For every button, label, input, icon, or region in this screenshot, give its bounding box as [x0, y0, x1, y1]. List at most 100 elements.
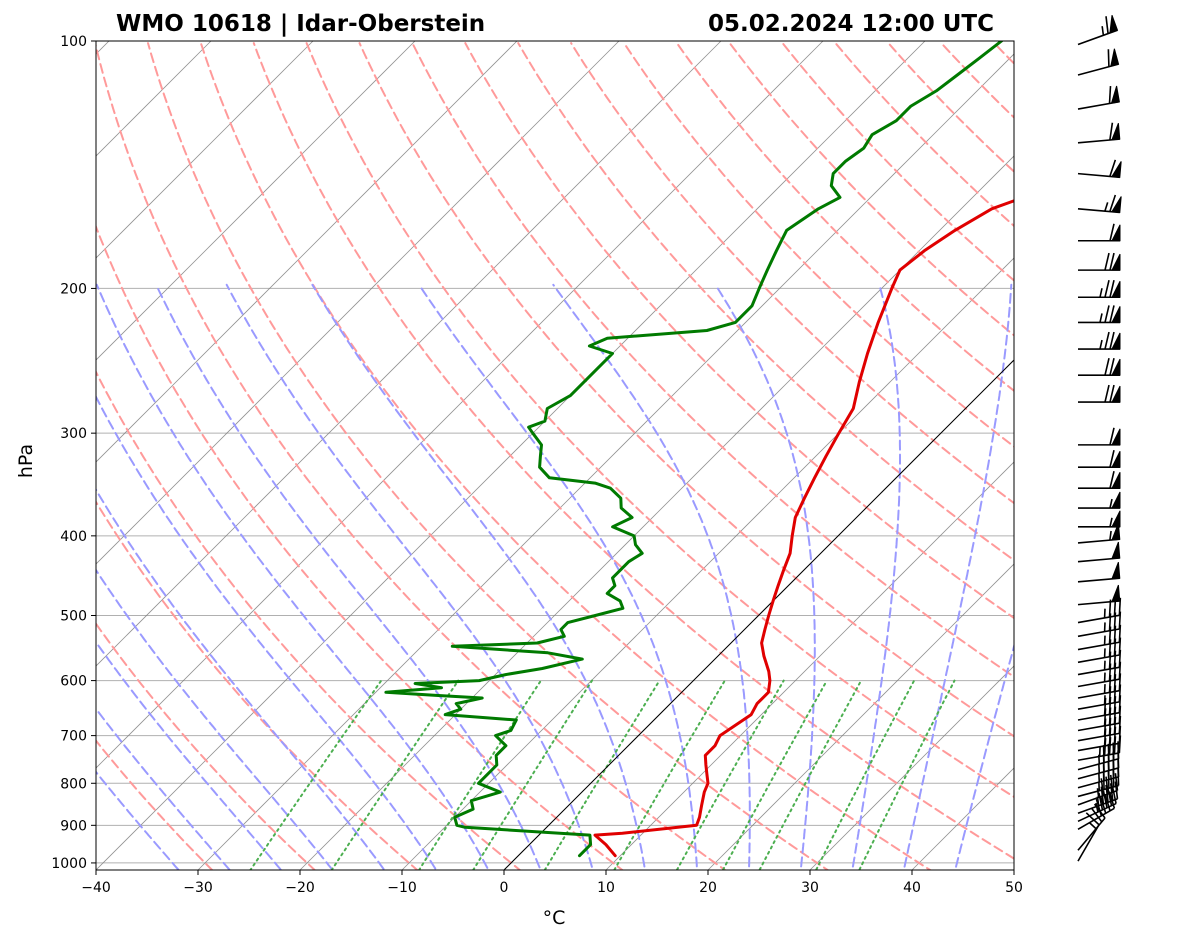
wind-barb [1078, 427, 1121, 446]
wind-barb-half [1095, 802, 1099, 813]
wind-barb-pennant [1110, 48, 1120, 67]
wind-barb [1078, 331, 1121, 350]
wind-barb-full [1108, 86, 1112, 104]
isotherm-line [401, 257, 1014, 870]
wind-barb [1077, 562, 1121, 583]
wind-barb-pennant [1111, 584, 1121, 603]
zero-isotherm-line [503, 359, 1014, 870]
y-tick-label: 600 [60, 674, 87, 690]
wind-barb-full [1105, 16, 1109, 34]
dry-adiabat [305, 42, 1014, 799]
wind-barb-staff [1077, 767, 1119, 780]
dry-adiabat [570, 42, 1014, 505]
wind-barb-half [1109, 498, 1113, 509]
wind-barb-full [1104, 280, 1110, 298]
dry-adiabat [96, 500, 419, 870]
mixing-ratio-line [858, 679, 956, 870]
wind-barb-pennant [1111, 196, 1122, 213]
wind-barb [1077, 541, 1121, 563]
dry-adiabat [623, 42, 1014, 448]
wind-barb-pennant [1111, 562, 1121, 580]
wind-barb-staff [1077, 614, 1120, 624]
mixing-ratio-line [721, 679, 828, 870]
y-tick-label: 900 [60, 818, 87, 834]
moist-adiabat [954, 642, 1014, 870]
chart-title-station: WMO 10618 | Idar-Oberstein [116, 11, 485, 37]
wind-barb-staff [1077, 732, 1120, 742]
y-tick-label: 100 [60, 34, 87, 50]
moist-adiabat [714, 283, 816, 870]
moist-adiabat [902, 283, 1013, 870]
dry-adiabat [96, 622, 317, 870]
wind-barb-staff [1077, 678, 1120, 688]
isotherm-line [197, 53, 1014, 870]
y-tick-label: 1000 [51, 856, 87, 872]
wind-barb-full [1104, 331, 1110, 350]
wind-barb-pennant [1111, 471, 1121, 489]
wind-barb-full [1109, 471, 1115, 489]
temperature-profile-line [593, 199, 1014, 858]
wind-barb-staff [1077, 628, 1120, 638]
isotherm-line [809, 665, 1014, 870]
wind-barb-half [1109, 517, 1113, 527]
x-tick-label: 20 [699, 880, 717, 896]
wind-barb-staff [1077, 641, 1120, 651]
moist-adiabat [96, 568, 334, 870]
moist-adiabat [418, 283, 699, 870]
isotherm-line [605, 461, 1014, 870]
wind-barb-full [1104, 384, 1110, 403]
wind-barb [1078, 384, 1121, 403]
wind-barb [1077, 85, 1120, 110]
wind-barb-full [1109, 427, 1115, 446]
mixing-ratio-line [472, 679, 593, 870]
wind-barb-full [1095, 798, 1103, 816]
wind-barb-pennant [1110, 85, 1120, 104]
wind-barb-pennant [1111, 332, 1121, 350]
dry-adiabat [252, 42, 1014, 860]
y-tick-label: 700 [60, 729, 87, 745]
wind-barb [1077, 15, 1119, 46]
wind-barb-staff [1077, 666, 1120, 676]
wind-barb-full [1104, 252, 1110, 271]
wind-barb [1077, 159, 1122, 179]
wind-barb-full [1109, 280, 1115, 298]
wind-barb-half [1109, 530, 1112, 541]
dry-adiabat [96, 42, 727, 870]
isotherm-line [96, 41, 314, 259]
wind-barb-full [1107, 49, 1110, 67]
wind-barb-staff [1077, 789, 1118, 806]
plot-area [96, 41, 1014, 870]
x-axis-ticks: −40 −30 −20 −10 0 10 20 30 40 50 [81, 870, 1023, 896]
x-tick-label: 10 [597, 880, 615, 896]
x-tick-label: 50 [1005, 880, 1023, 896]
wind-barb [1078, 305, 1121, 324]
x-tick-label: −10 [387, 880, 417, 896]
chart-title-datetime: 05.02.2024 12:00 UTC [708, 11, 994, 37]
y-tick-label: 300 [60, 426, 87, 442]
mixing-ratio-line [249, 679, 383, 870]
wind-barb-pennant [1111, 541, 1121, 560]
x-tick-label: 40 [903, 880, 921, 896]
wind-barb-pennant [1111, 224, 1121, 242]
wind-barb-pennant [1111, 385, 1121, 403]
dry-adiabat [96, 224, 625, 870]
wind-barb [1077, 122, 1121, 144]
y-tick-label: 400 [60, 529, 87, 545]
wind-barb-half [1104, 202, 1109, 212]
wind-barb-staff [1077, 817, 1106, 851]
wind-barb-full [1090, 807, 1103, 823]
y-tick-label: 800 [60, 776, 87, 792]
x-tick-label: −20 [285, 880, 315, 896]
wind-barb [1078, 280, 1121, 299]
wind-barb [1078, 223, 1121, 242]
wind-barb-staff [1077, 701, 1120, 710]
wind-barb-full [1102, 745, 1105, 763]
dry-adiabat [517, 42, 1014, 562]
wind-barb-full [1099, 796, 1107, 814]
wind-barb-pennant [1111, 491, 1121, 509]
wind-barb-staff [1077, 654, 1120, 664]
wind-barb-staff [1077, 757, 1119, 771]
moist-adiabat [225, 283, 594, 870]
